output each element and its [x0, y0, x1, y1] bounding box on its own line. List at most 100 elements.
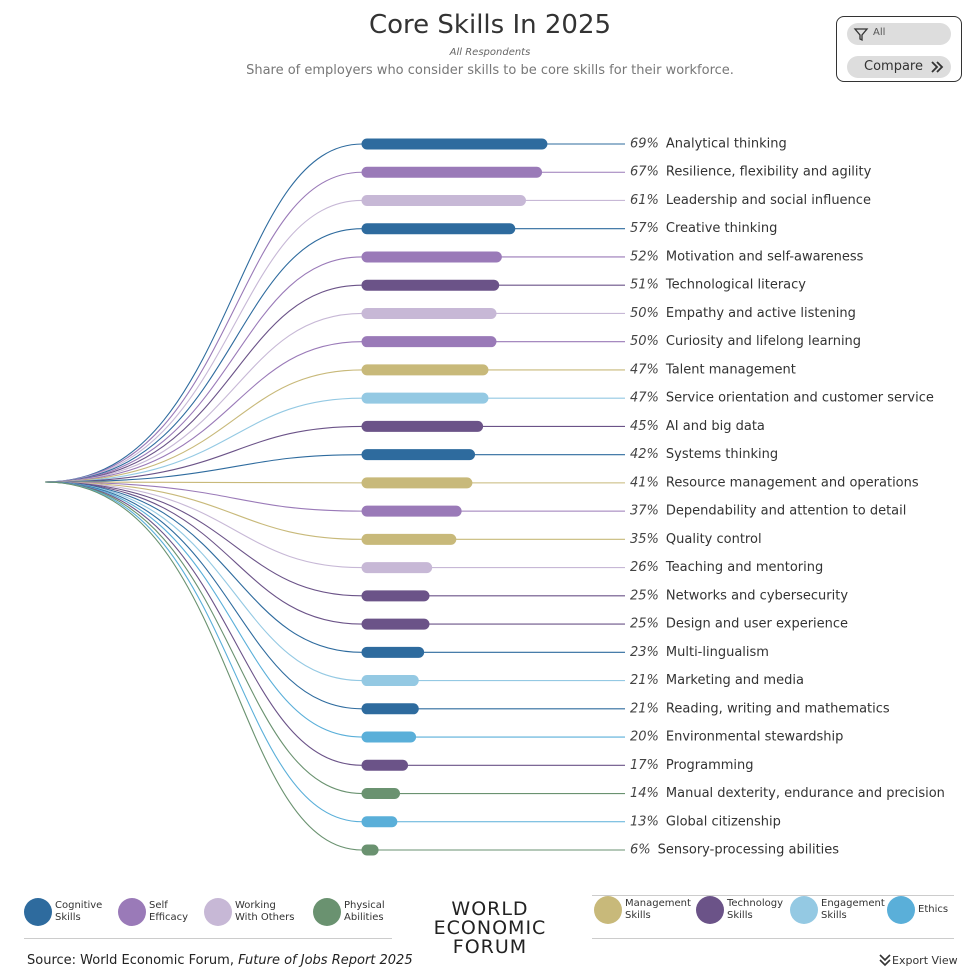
chart: 69% Analytical thinking 67% Resilience, fle…: [44, 137, 945, 858]
value-label: 47%: [630, 391, 659, 406]
connector-curve: [44, 481, 625, 738]
category-label: Networks and cybersecurity: [666, 588, 848, 603]
logo-line: FORUM: [452, 936, 528, 958]
category-label: Creative thinking: [666, 221, 777, 236]
value-label: 50%: [630, 306, 659, 321]
connector-curve: [44, 481, 625, 710]
connector-curve: [44, 397, 625, 483]
value-label: 21%: [630, 673, 659, 688]
connector-curve: [44, 481, 625, 653]
legend-swatch: [887, 896, 915, 924]
category-label: Multi-lingualism: [666, 645, 769, 660]
category-label: Dependability and attention to detail: [666, 504, 906, 519]
legend-item: Cognitive Skills: [24, 898, 115, 926]
value-label: 6%: [630, 843, 651, 858]
legend-swatch: [313, 898, 341, 926]
category-label: Teaching and mentoring: [665, 560, 823, 575]
category-label: AI and big data: [666, 419, 765, 434]
legend-item: Physical Abilities: [313, 898, 404, 926]
connector-curve: [44, 284, 625, 483]
legend-label: Management Skills: [625, 898, 691, 921]
value-label: 41%: [630, 475, 659, 490]
connector-curve: [44, 425, 625, 483]
compare-button[interactable]: Compare: [847, 56, 951, 78]
connector-curve: [44, 341, 625, 483]
value-label: 17%: [630, 758, 659, 773]
value-label: 69%: [630, 137, 659, 152]
connector-curve: [44, 312, 625, 483]
value-label: 23%: [630, 645, 659, 660]
connector-curve: [44, 481, 625, 597]
value-label: 45%: [630, 419, 659, 434]
value-label: 25%: [630, 588, 659, 603]
legend-swatch: [118, 898, 146, 926]
legend-label: Engagement Skills: [821, 898, 885, 921]
value-label: 67%: [630, 165, 659, 180]
value-label: 37%: [630, 504, 659, 519]
connector-curve: [44, 481, 625, 823]
filter-value: All: [873, 27, 886, 38]
connector-curve: [44, 228, 625, 483]
connector-curve: [44, 369, 625, 483]
value-label: 20%: [630, 730, 659, 745]
connector-curve: [44, 454, 625, 483]
category-label: Analytical thinking: [666, 137, 787, 152]
divider: [592, 895, 954, 896]
value-label: 25%: [630, 617, 659, 632]
value-label: 35%: [630, 532, 659, 547]
value-label: 13%: [630, 814, 659, 829]
legend-swatch: [24, 898, 52, 926]
category-label: Programming: [666, 758, 754, 773]
category-label: Reading, writing and mathematics: [666, 701, 890, 716]
chart-description: Share of employers who consider skills t…: [246, 63, 734, 78]
category-label: Empathy and active listening: [666, 306, 856, 321]
wef-logo: WORLD ECONOMIC FORUM: [420, 900, 560, 957]
value-label: 42%: [630, 447, 659, 462]
control-panel: All Compare: [836, 16, 962, 82]
connector-curve: [44, 481, 625, 540]
compare-icon: [931, 61, 944, 73]
source: Source: World Economic Forum, Future of …: [27, 953, 413, 968]
value-label: 14%: [630, 786, 659, 801]
category-label: Technological literacy: [665, 278, 806, 293]
category-label: Design and user experience: [666, 617, 848, 632]
legend-item: Engagement Skills: [790, 896, 885, 924]
legend-label: Physical Abilities: [344, 900, 385, 923]
export-label: Export View: [892, 954, 958, 967]
value-label: 26%: [630, 560, 659, 575]
chart-title: Core Skills In 2025: [368, 10, 612, 40]
legend-item: Ethics: [887, 896, 978, 924]
source-text: Source: World Economic Forum,: [27, 953, 239, 968]
filter-icon: [853, 28, 869, 42]
legend-swatch: [204, 898, 232, 926]
category-label: Manual dexterity, endurance and precisio…: [666, 786, 945, 801]
category-label: Service orientation and customer service: [666, 391, 934, 406]
value-label: 50%: [630, 334, 659, 349]
legend-swatch: [594, 896, 622, 924]
legend-item: Management Skills: [594, 896, 691, 924]
legend-label: Working With Others: [235, 900, 295, 923]
legend-label: Self Efficacy: [149, 900, 189, 923]
export-icon: [879, 954, 891, 967]
connector-curve: [44, 481, 625, 569]
legend-label: Ethics: [918, 904, 949, 915]
filter-dropdown[interactable]: All: [847, 23, 951, 45]
value-label: 57%: [630, 221, 659, 236]
connector-curve: [44, 481, 625, 766]
category-label: Global citizenship: [666, 814, 781, 829]
source-report: Future of Jobs Report 2025: [238, 953, 413, 968]
category-label: Quality control: [666, 532, 762, 547]
export-button[interactable]: Export View: [878, 950, 958, 967]
logo-line: WORLD: [451, 898, 529, 920]
category-label: Marketing and media: [666, 673, 804, 688]
legend-item: Working With Others: [204, 898, 295, 926]
connector-curve: [44, 171, 625, 483]
connector-curve: [44, 481, 625, 484]
connector-curve: [44, 481, 625, 795]
value-label: 61%: [630, 193, 659, 208]
value-label: 21%: [630, 701, 659, 716]
connector-curve: [44, 256, 625, 483]
legend-item: Self Efficacy: [118, 898, 209, 926]
legend-label: Cognitive Skills: [55, 900, 103, 923]
